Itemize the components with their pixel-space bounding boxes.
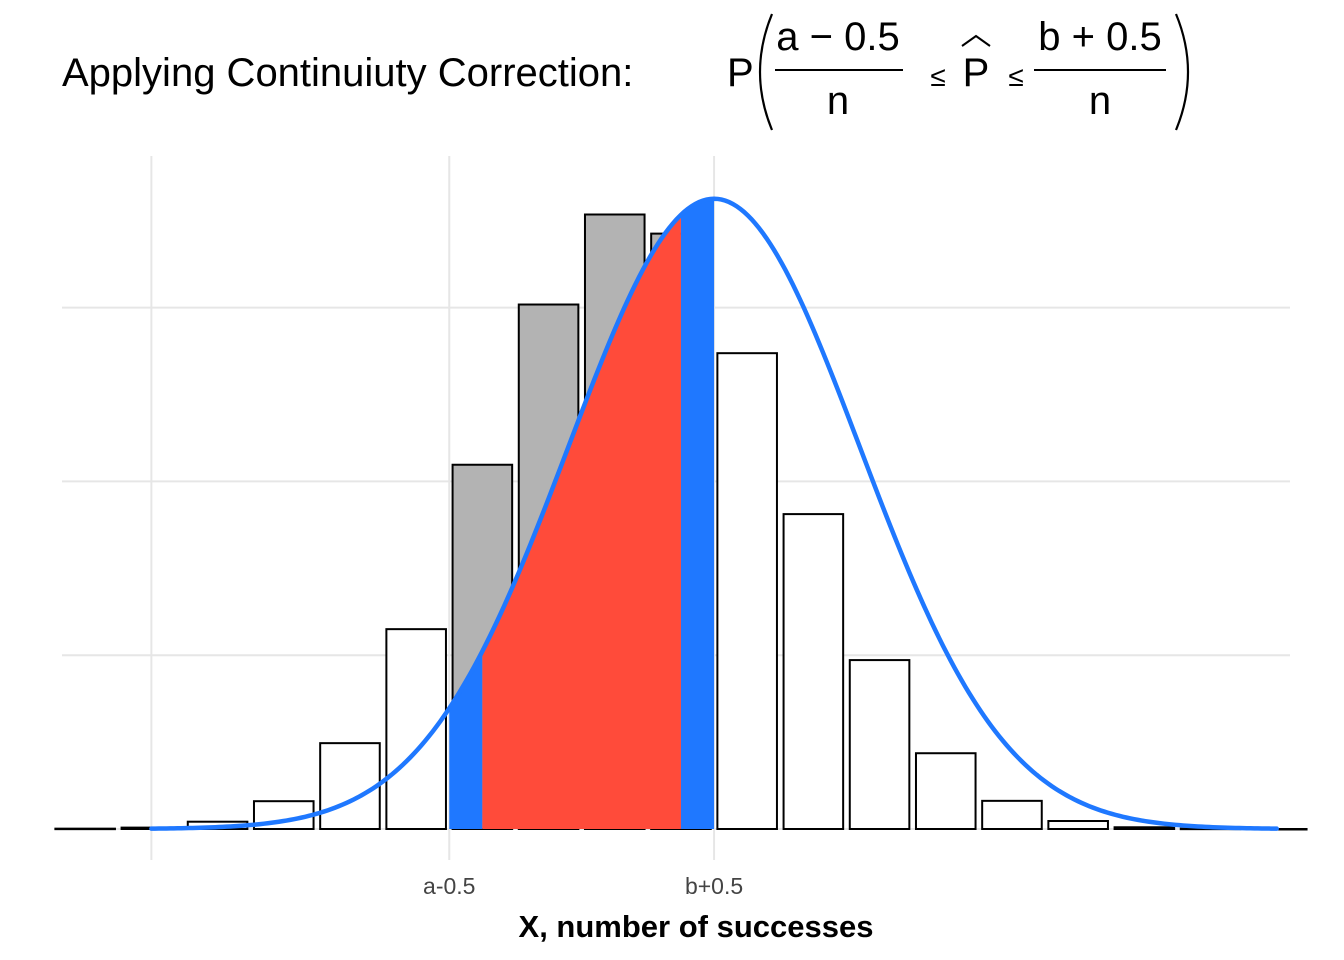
x-tick-labels: a-0.5 b+0.5 [423, 873, 743, 899]
bar-15 [782, 513, 845, 830]
chart-title: Applying Continuiuty Correction: P a − 0… [62, 13, 1190, 131]
bar-19 [1047, 820, 1109, 830]
title-le-2: ≤ [1008, 61, 1023, 92]
shaded-area-1 [482, 214, 681, 830]
bar-18 [981, 799, 1043, 831]
bar-20 [1113, 826, 1176, 830]
title-prob-symbol: P [727, 51, 754, 95]
title-lower-numerator: a − 0.5 [776, 15, 899, 59]
normal-curve [149, 196, 1280, 831]
title-upper-numerator: b + 0.5 [1038, 15, 1161, 59]
right-paren [1174, 13, 1190, 131]
estimator-hat [961, 34, 991, 47]
title-estimator: P [963, 51, 990, 95]
shaded-area-2 [680, 198, 715, 830]
left-paren [758, 13, 774, 131]
title-upper-denominator: n [1089, 79, 1111, 123]
title-le-1: ≤ [930, 61, 945, 92]
bar-4 [54, 827, 116, 831]
x-tick-label-1: b+0.5 [685, 873, 743, 899]
bar-16 [848, 659, 911, 830]
bar-14 [716, 352, 778, 830]
normal-curve-group [149, 196, 1280, 831]
title-prefix: Applying Continuiuty Correction: [62, 51, 633, 95]
bar-8 [319, 742, 381, 831]
x-tick-label-0: a-0.5 [423, 873, 475, 899]
x-axis-title: X, number of successes [519, 909, 874, 944]
bar-17 [914, 752, 977, 831]
title-lower-denominator: n [827, 79, 849, 123]
